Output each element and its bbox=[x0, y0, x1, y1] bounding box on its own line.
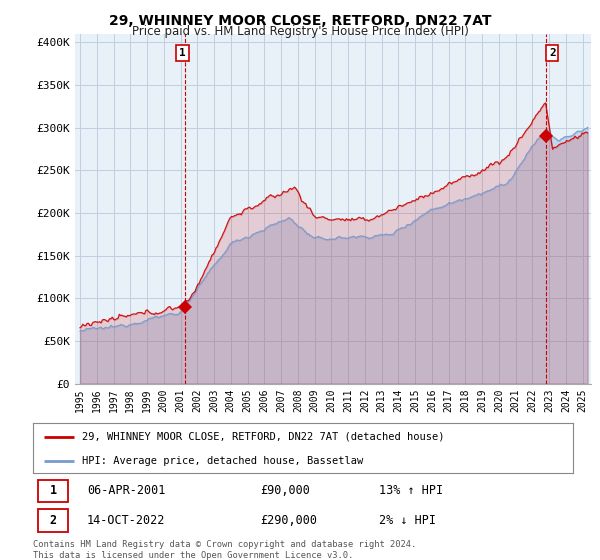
Text: 2: 2 bbox=[50, 514, 57, 527]
Text: Contains HM Land Registry data © Crown copyright and database right 2024.
This d: Contains HM Land Registry data © Crown c… bbox=[33, 540, 416, 560]
Text: £90,000: £90,000 bbox=[260, 484, 310, 497]
Text: Price paid vs. HM Land Registry's House Price Index (HPI): Price paid vs. HM Land Registry's House … bbox=[131, 25, 469, 38]
Text: 29, WHINNEY MOOR CLOSE, RETFORD, DN22 7AT (detached house): 29, WHINNEY MOOR CLOSE, RETFORD, DN22 7A… bbox=[82, 432, 444, 442]
Text: 1: 1 bbox=[50, 484, 57, 497]
FancyBboxPatch shape bbox=[38, 510, 68, 531]
Text: 2: 2 bbox=[549, 48, 556, 58]
Text: 2% ↓ HPI: 2% ↓ HPI bbox=[379, 514, 436, 527]
Text: 29, WHINNEY MOOR CLOSE, RETFORD, DN22 7AT: 29, WHINNEY MOOR CLOSE, RETFORD, DN22 7A… bbox=[109, 14, 491, 28]
Text: HPI: Average price, detached house, Bassetlaw: HPI: Average price, detached house, Bass… bbox=[82, 456, 363, 465]
Text: 14-OCT-2022: 14-OCT-2022 bbox=[87, 514, 166, 527]
Text: 13% ↑ HPI: 13% ↑ HPI bbox=[379, 484, 443, 497]
Text: 1: 1 bbox=[179, 48, 186, 58]
FancyBboxPatch shape bbox=[38, 480, 68, 502]
Text: 06-APR-2001: 06-APR-2001 bbox=[87, 484, 166, 497]
Text: £290,000: £290,000 bbox=[260, 514, 317, 527]
